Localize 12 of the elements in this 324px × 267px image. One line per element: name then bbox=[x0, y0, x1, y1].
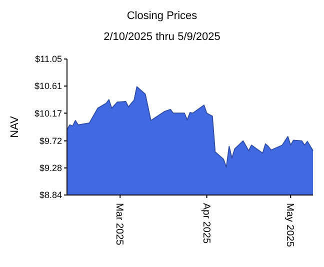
chart-title: Closing Prices bbox=[126, 10, 198, 22]
x-tick-label: Apr 2025 bbox=[200, 203, 212, 244]
chart-subtitle: 2/10/2025 thru 5/9/2025 bbox=[104, 31, 220, 43]
y-tick-label: $10.17 bbox=[34, 108, 62, 118]
y-axis-title: NAV bbox=[9, 115, 21, 138]
y-tick-label: $10.61 bbox=[34, 81, 62, 92]
y-tick-label: $11.05 bbox=[35, 54, 62, 64]
y-tick-label: $8.84 bbox=[39, 190, 62, 200]
y-tick-label: $9.28 bbox=[39, 163, 62, 174]
y-tick-label: $9.72 bbox=[39, 136, 62, 146]
x-tick-label: Mar 2025 bbox=[114, 203, 125, 246]
x-tick-label: May 2025 bbox=[284, 203, 296, 248]
